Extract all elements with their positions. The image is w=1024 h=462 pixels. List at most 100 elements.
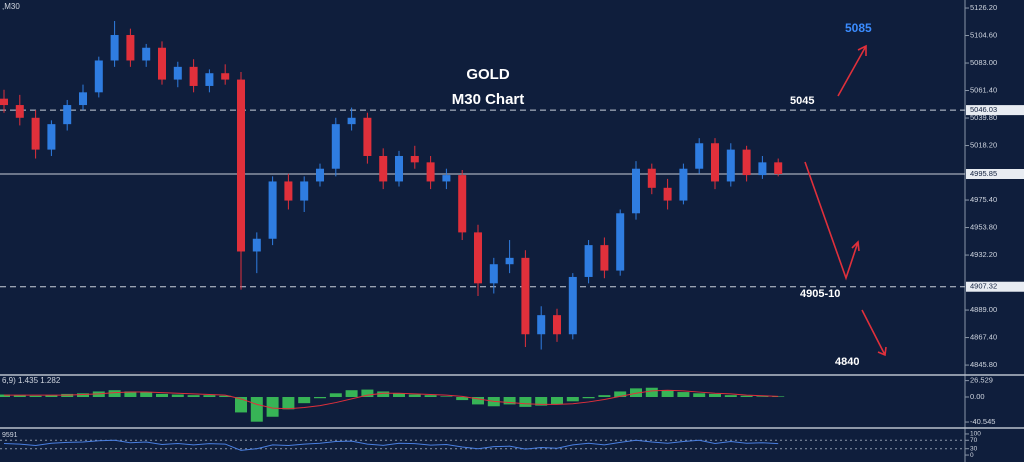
rsi-label: 9591 [2,432,18,439]
histogram-bar [393,393,405,397]
histogram-bar [219,395,232,397]
y-tick-label: 4889.00 [970,305,997,314]
histogram-bar [156,393,168,397]
histogram-bar [472,397,484,405]
chart-title: GOLD [466,66,509,83]
arrow-down [861,309,886,356]
y-tick-label: 4975.40 [970,195,997,204]
histogram-bar [645,387,658,397]
histogram-bar [282,397,295,410]
candle-body [584,245,593,277]
candle-body [395,155,403,182]
price-level-tag [966,105,1024,116]
arrow-head [851,240,860,252]
y-tick-label: -40.545 [970,417,995,426]
y-tick-label: 5039.80 [970,113,997,122]
candle-body [94,60,103,93]
candle-body [142,47,151,61]
histogram-bar [456,397,469,401]
y-tick-label: 70 [970,437,978,444]
annotation: 4905-10 [800,288,840,300]
annotation: 5045 [790,95,814,107]
histogram-bar [724,395,737,397]
y-tick-label: 4845.80 [970,360,997,369]
y-tick-label: 5126.20 [970,3,997,12]
candle-body [189,66,198,86]
histogram-bar [45,395,58,397]
chart-subtitle: M30 Chart [452,91,525,108]
candle-body [474,232,482,284]
y-tick-label: 4932.20 [970,250,997,259]
symbol-label: ,M30 [2,2,20,11]
y-tick-label: 100 [970,431,981,438]
histogram-bar [598,395,611,397]
histogram-bar [77,393,89,397]
candle-body [663,187,672,201]
candle-body [300,181,309,201]
candle-body [726,149,735,182]
candle-body [110,35,119,61]
y-tick-label: 26.529 [970,376,993,385]
candle-body [537,315,546,335]
candle-body [410,155,419,163]
price-level-label: 4995.85 [970,169,997,178]
histogram-bar [677,392,690,397]
histogram-bar [187,395,200,397]
candle-body [379,155,388,182]
histogram-bar [171,394,184,397]
candle-body [426,162,435,182]
histogram-bar [29,395,42,397]
candle-body [521,257,530,335]
price-level-label: 5046.03 [970,105,997,114]
histogram-bar [535,397,548,406]
candle-body [237,79,245,252]
histogram-bar [203,395,216,397]
histogram-bar [361,389,374,397]
candle-body [758,162,767,176]
histogram-bar [551,397,563,405]
candle-body [158,47,166,80]
histogram-bar [709,393,721,397]
candle-body [173,66,182,80]
candle-body [711,143,719,182]
histogram-bar [424,395,437,397]
candle-body [647,168,656,188]
histogram-bar [298,397,311,404]
candle-body [331,124,340,169]
histogram-bar [124,391,137,397]
histogram-bar [503,397,516,405]
candle-body [568,276,577,335]
candle-body [63,105,72,125]
histogram-bar [756,396,769,397]
histogram-bar [13,395,26,397]
price-level-label: 4907.32 [970,282,997,291]
candle-body [679,168,688,201]
histogram-bar [250,397,263,422]
candle-body [363,117,372,156]
marks: 5126.20 5104.60 5083.00 5061.40 5039.80 5018.… [0,3,1024,459]
candle-body [31,117,40,150]
candle-body [458,175,467,233]
candle-body [489,264,498,284]
candle-body [695,143,704,169]
candle-body [268,181,277,239]
histogram-bar [693,393,706,397]
annotation: 5085 [845,21,872,35]
histogram-bar [377,391,390,397]
candle-body [632,168,640,214]
histogram-bar [740,395,753,397]
candle-body [774,162,783,175]
candle-body [347,117,356,125]
histogram-bar [519,397,532,407]
candle-body [47,124,56,150]
y-tick-label: 0 [970,452,974,459]
annotation: 4840 [835,356,859,368]
histogram-bar [440,396,453,397]
candle-body [221,73,230,80]
candle-body [600,245,609,271]
y-tick-label: 5061.40 [970,86,997,95]
candle-body [252,238,261,252]
price-level-tag [966,169,1024,180]
candle-body [126,35,135,61]
